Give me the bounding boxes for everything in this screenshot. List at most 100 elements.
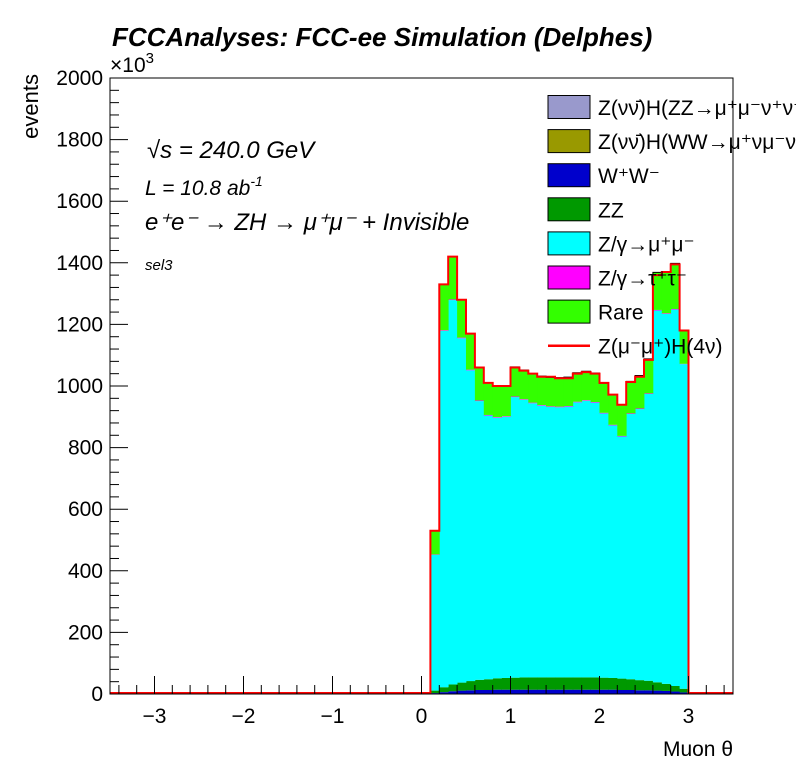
legend-swatch [547, 95, 591, 119]
bar-series-2-bin-17 [581, 689, 591, 694]
legend-swatch [547, 129, 591, 154]
bar-series-3-bin-17 [581, 677, 591, 690]
bar-series-3-bin-25 [652, 682, 663, 691]
bar-series-3-bin-13 [546, 677, 556, 690]
bar-series-2-bin-8 [501, 689, 511, 694]
bar-series-4-bin-14 [555, 407, 565, 678]
x-tick-label: −2 [232, 705, 256, 728]
bar-series-4-bin-15 [563, 406, 574, 678]
bar-series-6-bin-18 [590, 373, 600, 403]
bar-series-2-bin-6 [483, 690, 494, 694]
bar-series-2-bin-19 [599, 689, 609, 694]
y-tick-label: 600 [68, 498, 103, 521]
legend-label-signal: Z(μ⁻μ⁺)H(4ν) [598, 336, 723, 359]
y-tick-label: 2000 [56, 67, 103, 90]
bar-series-6-bin-7 [492, 386, 502, 418]
bar-series-2-bin-23 [635, 690, 645, 694]
y-tick-label: 1000 [56, 375, 103, 398]
bar-series-3-bin-15 [563, 677, 574, 690]
bar-series-4-bin-7 [492, 417, 502, 679]
bar-series-5-bin-16 [572, 401, 583, 403]
legend-label: Z/γ→τ⁺τ⁻ [598, 268, 687, 291]
bar-series-6-bin-3 [457, 299, 467, 338]
bar-series-6-bin-14 [555, 377, 565, 407]
legend-label: Rare [598, 302, 644, 325]
bar-series-3-bin-2 [448, 684, 458, 692]
bar-series-6-bin-17 [581, 371, 591, 401]
bar-series-5-bin-8 [501, 416, 511, 417]
bar-series-2-bin-3 [457, 690, 467, 694]
bar-series-4-bin-22 [626, 414, 636, 680]
y-axis-label: events [18, 74, 43, 139]
legend-label: Z/γ→μ⁺μ⁻ [598, 233, 695, 256]
process-annotation: e⁺e⁻ → ZH → μ⁺μ⁻ + Invisible [145, 209, 469, 236]
bar-series-2-bin-14 [555, 689, 565, 694]
bar-series-4-bin-1 [439, 330, 449, 688]
bar-series-2-bin-9 [510, 689, 520, 694]
bar-series-6-bin-10 [519, 369, 529, 400]
bar-series-4-bin-5 [474, 401, 485, 680]
bar-series-4-bin-11 [528, 403, 538, 678]
energy-annotation: √s = 240.0 GeV [147, 137, 316, 164]
bar-series-6-bin-13 [546, 377, 556, 407]
bar-series-4-bin-23 [635, 409, 645, 681]
bar-series-3-bin-1 [439, 687, 449, 693]
y-tick-label: 0 [91, 683, 103, 706]
legend-swatch [547, 197, 591, 222]
bar-series-6-bin-2 [448, 256, 458, 300]
bar-series-3-bin-10 [519, 677, 529, 690]
bar-series-4-bin-12 [537, 405, 547, 678]
bar-series-3-bin-27 [670, 685, 680, 692]
bar-series-2-bin-4 [466, 690, 476, 694]
chart-title: FCCAnalyses: FCC-ee Simulation (Delphes) [112, 22, 652, 52]
bar-series-2-bin-21 [617, 690, 627, 694]
bar-series-2-bin-15 [563, 689, 574, 694]
bar-series-5-bin-13 [546, 406, 556, 407]
bar-series-6-bin-27 [670, 263, 680, 309]
bar-series-6-bin-25 [652, 272, 663, 310]
bar-series-5-bin-11 [528, 402, 538, 404]
bar-series-5-bin-20 [608, 424, 618, 426]
bar-series-6-bin-8 [501, 386, 511, 417]
bar-series-5-bin-24 [644, 393, 654, 395]
bar-series-2-bin-12 [537, 689, 547, 694]
bar-series-6-bin-4 [466, 333, 476, 370]
bar-series-5-bin-2 [448, 299, 458, 301]
bar-series-3-bin-26 [661, 683, 672, 691]
x-axis-label: Muon θ [663, 738, 733, 761]
bar-series-4-bin-8 [501, 416, 511, 678]
bar-series-4-bin-21 [617, 436, 627, 679]
legend-label: ZZ [598, 199, 624, 222]
bar-series-5-bin-23 [635, 408, 645, 410]
bar-series-3-bin-18 [590, 677, 600, 690]
bar-series-4-bin-10 [519, 399, 529, 678]
bar-series-5-bin-21 [617, 435, 627, 437]
bar-series-5-bin-5 [474, 400, 485, 402]
signal-line [110, 255, 733, 694]
lumi-annotation: L = 10.8 ab-1 [145, 173, 263, 200]
bar-series-3-bin-11 [528, 677, 538, 690]
axis-ticks [110, 77, 725, 695]
bar-series-4-bin-4 [466, 370, 476, 682]
bar-series-5-bin-4 [466, 369, 476, 371]
legend-swatch [547, 299, 591, 324]
x-tick-labels: −3 −2 −1 0 1 2 3 [143, 705, 695, 728]
y-tick-label: 1200 [56, 313, 103, 336]
bar-series-2-bin-20 [608, 689, 618, 694]
bar-series-6-bin-24 [644, 358, 654, 394]
bar-series-4-bin-0 [430, 554, 440, 691]
y-tick-label: 400 [68, 560, 103, 583]
bar-series-4-bin-17 [581, 400, 591, 678]
bar-series-6-bin-23 [635, 375, 645, 409]
bar-series-3-bin-20 [608, 677, 618, 690]
bar-series-3-bin-19 [599, 677, 609, 690]
bar-series-4-bin-28 [679, 364, 689, 689]
bar-series-3-bin-14 [555, 677, 565, 690]
bar-series-4-bin-18 [590, 402, 600, 678]
bar-series-2-bin-11 [528, 689, 538, 694]
bar-series-3-bin-22 [626, 679, 636, 690]
bar-series-6-bin-0 [430, 530, 440, 555]
bar-series-5-bin-6 [483, 414, 494, 416]
legend-label: W⁺W⁻ [598, 165, 660, 188]
